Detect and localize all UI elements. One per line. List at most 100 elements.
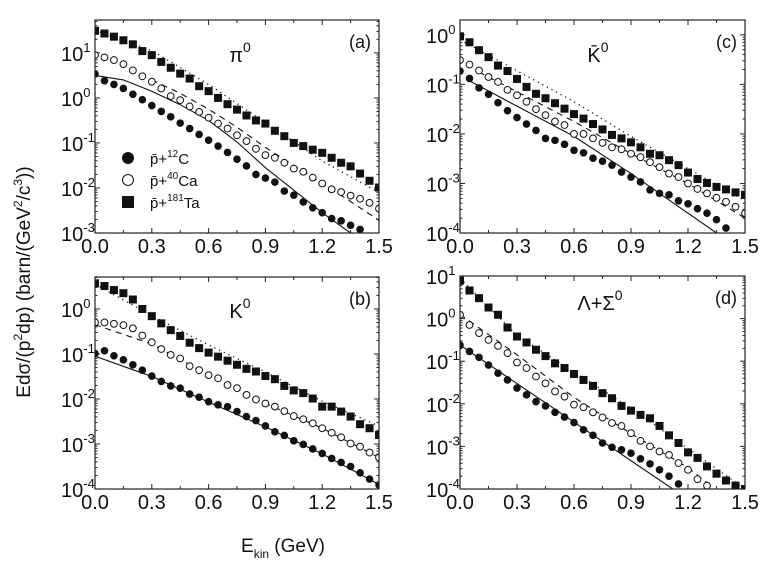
- data-point-open-circle: [270, 153, 279, 162]
- legend-label-sup: 40: [167, 171, 179, 182]
- data-point-square: [308, 394, 317, 403]
- data-point-square: [270, 375, 279, 384]
- data-point-square: [233, 105, 241, 114]
- data-point-filled-circle: [484, 361, 493, 369]
- y-tick-label-exponent: -4: [448, 220, 460, 235]
- data-point-filled-circle: [185, 124, 194, 133]
- data-point-square: [703, 178, 711, 187]
- data-point-filled-circle: [503, 376, 512, 384]
- x-axis-title-sub: kin: [254, 547, 269, 561]
- data-point-filled-circle: [598, 157, 607, 165]
- data-point-open-circle: [589, 408, 597, 417]
- data-point-open-circle: [214, 374, 222, 383]
- y-axis-title-part: Ed: [14, 374, 35, 397]
- data-point-filled-circle: [195, 130, 203, 139]
- panel-title-sup: 0: [243, 39, 251, 55]
- x-tick-label: 1.2: [308, 236, 336, 258]
- data-point-open-circle: [655, 447, 664, 456]
- x-tick-label: 1.5: [365, 236, 393, 258]
- y-axis-title-part: dp) (barn/(GeV: [14, 207, 35, 334]
- y-axis-title-part: /c: [14, 186, 35, 201]
- data-point-open-circle: [693, 185, 702, 193]
- data-point-filled-circle: [541, 134, 550, 143]
- y-tick-label-exponent: 1: [448, 263, 455, 278]
- panel-title-sup: 0: [615, 287, 623, 303]
- data-point-filled-circle: [166, 382, 175, 390]
- data-point-open-circle: [608, 419, 616, 427]
- y-tick-label-exponent: 0: [83, 85, 90, 100]
- legend-label-sup: 181: [167, 193, 184, 204]
- data-point-square: [522, 82, 531, 91]
- data-point-filled-circle: [233, 155, 241, 163]
- data-point-filled-circle: [299, 440, 308, 449]
- legend-label-pre: p̄+: [150, 173, 167, 190]
- data-point-square: [684, 448, 692, 457]
- y-tick-label-base: 10: [61, 224, 83, 246]
- y-tick-label-base: 10: [61, 44, 83, 66]
- y-tick-label-base: 10: [426, 267, 448, 289]
- data-point-open-circle: [522, 97, 531, 106]
- data-point-filled-circle: [551, 408, 559, 417]
- data-point-square: [460, 32, 464, 41]
- data-point-filled-circle: [261, 174, 270, 182]
- data-point-square: [484, 53, 493, 62]
- data-point-filled-circle: [522, 120, 531, 128]
- data-point-square: [356, 169, 365, 178]
- panel-title-main: K: [229, 301, 243, 323]
- data-point-square: [289, 386, 298, 395]
- data-point-square: [223, 100, 232, 109]
- data-point-square: [166, 63, 175, 72]
- data-point-open-circle: [337, 433, 346, 442]
- data-point-filled-circle: [290, 437, 298, 445]
- y-tick-label: 100: [426, 306, 455, 332]
- data-point-filled-circle: [176, 119, 184, 127]
- data-point-open-circle: [128, 66, 137, 75]
- y-tick-label-base: 10: [426, 224, 448, 246]
- y-tick-label-base: 10: [426, 352, 448, 374]
- y-tick-label: 10-2: [426, 391, 460, 417]
- data-point-open-circle: [494, 341, 502, 350]
- data-point-open-circle: [627, 429, 635, 438]
- data-point-square: [636, 143, 645, 152]
- y-tick-label: 100: [61, 85, 90, 111]
- data-point-filled-circle: [233, 407, 241, 416]
- data-point-filled-circle: [617, 446, 626, 454]
- x-tick-label: 0.0: [81, 236, 109, 258]
- data-point-filled-circle: [166, 113, 175, 121]
- data-point-square: [185, 338, 194, 347]
- x-tick-label: 0.6: [560, 236, 588, 258]
- y-tick-label-exponent: -2: [448, 121, 460, 136]
- data-point-filled-circle: [532, 126, 540, 135]
- data-point-square: [551, 99, 559, 108]
- data-point-open-circle: [270, 402, 279, 411]
- data-point-filled-circle: [627, 449, 635, 458]
- y-tick-label: 101: [426, 263, 455, 289]
- data-point-square: [608, 130, 616, 139]
- data-point-open-circle: [176, 96, 185, 105]
- data-point-filled-circle: [185, 390, 194, 398]
- data-point-open-circle: [465, 60, 474, 69]
- plot-area: [460, 32, 745, 233]
- data-point-open-circle: [195, 366, 204, 375]
- data-point-square: [346, 162, 355, 171]
- data-point-open-circle: [261, 151, 270, 159]
- model-curve-solid: [469, 80, 717, 233]
- data-point-open-circle: [138, 72, 147, 81]
- data-point-open-circle: [655, 163, 664, 172]
- data-point-open-circle: [119, 321, 128, 330]
- data-point-open-circle: [261, 399, 270, 408]
- data-point-filled-circle: [532, 397, 540, 406]
- data-point-open-circle: [147, 338, 156, 347]
- data-point-filled-circle: [460, 341, 464, 349]
- data-point-square: [280, 381, 289, 390]
- y-tick-label-base: 10: [426, 174, 448, 196]
- data-point-square: [365, 176, 374, 185]
- data-point-square: [327, 153, 336, 162]
- data-point-square: [119, 289, 128, 298]
- data-point-square: [731, 188, 740, 197]
- data-point-square: [503, 323, 512, 332]
- data-point-open-circle: [646, 158, 654, 167]
- y-tick-label-base: 10: [61, 435, 83, 457]
- data-point-square: [157, 57, 166, 66]
